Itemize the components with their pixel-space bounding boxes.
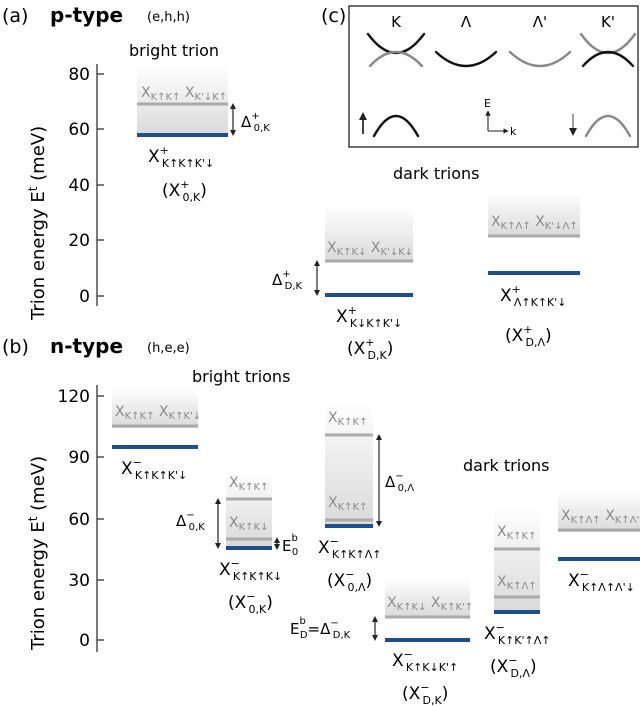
trion-name: X− K↑K↑K'↓ [121, 456, 187, 482]
continuum-box [325, 206, 413, 262]
panel-b-tick-label: 0 [79, 631, 90, 651]
trion-name: X− K↑K'↑Λ↑ [484, 621, 551, 647]
delta-label: Δ+ D,K [272, 269, 303, 292]
k-prime-conduction-band-spin-down [579, 32, 637, 54]
trion-alias: (X− 0,K) [228, 590, 273, 616]
panel-b-dark-title: dark trions [463, 456, 549, 475]
k-valence-band [372, 115, 420, 138]
panel-a-tick-label: 20 [68, 231, 90, 251]
delta-label: Δ− 0,Λ [385, 471, 414, 494]
continuum-box [137, 64, 228, 136]
k-conduction-band-spin-up [366, 32, 426, 55]
panel-a-dark-trion-lambda: XK↑Λ↑ XK'↓Λ↑ X+ Λ↑K↑K'↓ (X+ D,Λ) [488, 192, 580, 349]
trion-alias: (X+ 0,K) [162, 178, 207, 204]
momentum-axis-label: k [510, 125, 517, 138]
lambda-prime-conduction-band [508, 50, 572, 68]
panel-b-trion-4: XK↑K↓ XK↑K'↑ Eb D=Δ− D,K X− K↑K↓K'↑ (X− D,K) [290, 578, 473, 706]
panel-b-bright-title: bright trions [192, 367, 290, 386]
k-prime-valence-band [584, 115, 632, 138]
valley-label-k: K [391, 13, 402, 31]
panel-a-tick-label: 0 [79, 287, 90, 307]
panel-b-trion-3: XK↑K↑ XK↑K↑ Δ− 0,Λ X− K↑K↑Λ↑ (X− 0,Λ) [318, 400, 414, 594]
continuum-box [494, 505, 540, 613]
delta-label: Δ+ 0,K [241, 111, 270, 134]
panel-b-tick-label: 90 [68, 448, 90, 468]
panel-b-trion-1: XK↑K↑ XK↑K'↓ X− K↑K↑K'↓ [112, 388, 201, 482]
binding-energy-label: Eb 0 [282, 533, 298, 558]
trion-name: X− K↑K↑Λ↑ [318, 535, 381, 561]
k-conduction-band-spin-down [368, 50, 424, 68]
trion-name: X− K↑K↑K↓ [219, 557, 282, 583]
panel-a-carriers: (e,h,h) [147, 10, 190, 25]
panel-c: (c) K Λ Λ' K' E k [321, 5, 639, 148]
trion-alias: (X− 0,Λ) [327, 568, 372, 594]
trion-alias: (X− D,Λ) [490, 654, 537, 680]
binding-energy-label: Eb D=Δ− D,K [290, 616, 351, 641]
panel-a-letter: (a) [2, 5, 28, 27]
trion-name: X− K↑Λ↑Λ'↓ [568, 568, 635, 594]
panel-a-dark-trion-k: XK↑K↓ XK'↓K↓ Δ+ D,K X+ K↓K↑K'↓ (X+ D,K) [272, 206, 413, 362]
panel-a: (a) p-type (e,h,h) 0 20 40 60 80 Trion e… [2, 3, 580, 362]
panel-c-letter: (c) [321, 5, 346, 27]
continuum-box [325, 400, 373, 526]
continuum-box [488, 192, 580, 237]
panel-b-tick-label: 60 [68, 510, 90, 530]
panel-a-tick-label: 60 [68, 120, 90, 140]
continuum-box [558, 490, 640, 532]
valley-label-lambda: Λ [461, 13, 472, 31]
panel-b-letter: (b) [2, 336, 29, 358]
panel-a-ticks [97, 73, 104, 297]
panel-c-frame [348, 5, 639, 148]
trion-alias: (X+ D,K) [347, 336, 393, 362]
continuum-box [385, 578, 470, 618]
panel-a-tick-label: 40 [68, 176, 90, 196]
panel-b-ticks [97, 395, 104, 641]
trion-name: X+ Λ↑K↑K'↓ [500, 283, 567, 309]
panel-b-tick-label: 30 [68, 571, 90, 591]
panel-a-bright-trion: XK↑K↑ XK'↓K↑ Δ+ 0,K X+ K↑K↑K'↓ (X+ 0,K) [137, 64, 270, 204]
panel-b-trion-5: XK↑K↑ XK↑Λ↑ X− K↑K'↑Λ↑ (X− D,Λ) [484, 505, 551, 680]
panel-a-dark-title: dark trions [393, 164, 479, 183]
trion-name: X− K↑K↓K'↑ [392, 648, 458, 674]
trion-name: X+ K↓K↑K'↓ [336, 304, 402, 330]
panel-b-tick-label: 120 [58, 387, 90, 407]
continuum-box [226, 470, 272, 546]
trion-alias: (X+ D,Λ) [505, 323, 552, 349]
continuum-box [112, 388, 198, 428]
k-prime-conduction-band-spin-up [581, 50, 635, 68]
energy-axis-label: E [484, 97, 491, 110]
panel-a-bright-title: bright trion [129, 41, 219, 60]
panel-a-type-label: p-type [50, 3, 123, 27]
delta-label: Δ− 0,K [176, 510, 205, 533]
panel-b-trion-2: XK↑K↑ XK↑K↓ Δ− 0,K Eb 0 X− K↑K↑K↓ (X− 0,K) [176, 470, 298, 616]
panel-a-y-label: Trion energy Et (meV) [26, 126, 49, 321]
lambda-conduction-band [434, 50, 498, 68]
valley-label-k-prime: K' [601, 13, 615, 31]
panel-b: (b) n-type (h,e,e) 0 30 60 90 120 Trion … [2, 334, 640, 706]
panel-b-trion-6: XK↑Λ↑ XK↑Λ'↓ X−K↑Λ↑Λ'↓ [558, 490, 640, 594]
valley-label-lambda-prime: Λ' [533, 13, 547, 31]
panel-b-y-label: Trion energy Et (meV) [26, 456, 49, 651]
panel-a-tick-label: 80 [68, 65, 90, 85]
trion-name: X+ K↑K↑K'↓ [148, 144, 214, 170]
trion-alias: (X− D,K) [402, 681, 448, 706]
panel-b-type-label: n-type [50, 334, 123, 358]
panel-b-carriers: (h,e,e) [147, 341, 190, 356]
